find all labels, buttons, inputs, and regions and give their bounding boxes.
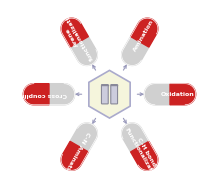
Text: Amination: Amination xyxy=(132,18,155,52)
Polygon shape xyxy=(61,141,88,170)
FancyBboxPatch shape xyxy=(111,84,118,104)
Polygon shape xyxy=(170,84,196,105)
FancyBboxPatch shape xyxy=(101,84,108,104)
Polygon shape xyxy=(23,84,49,105)
Polygon shape xyxy=(61,18,88,47)
Text: C-N Amination: C-N Amination xyxy=(60,130,90,177)
Polygon shape xyxy=(131,141,158,170)
Polygon shape xyxy=(122,36,149,65)
Polygon shape xyxy=(49,84,75,105)
Polygon shape xyxy=(144,84,170,105)
Polygon shape xyxy=(89,70,130,118)
Polygon shape xyxy=(70,36,97,65)
Text: Oxidation: Oxidation xyxy=(161,92,195,97)
Text: Arene
functionalization: Arene functionalization xyxy=(56,7,95,64)
Polygon shape xyxy=(70,123,97,152)
Text: Cross coupling: Cross coupling xyxy=(16,92,67,97)
Polygon shape xyxy=(131,18,158,47)
Polygon shape xyxy=(122,123,149,152)
Text: C-H bond
Functionalization: C-H bond Functionalization xyxy=(124,124,163,182)
